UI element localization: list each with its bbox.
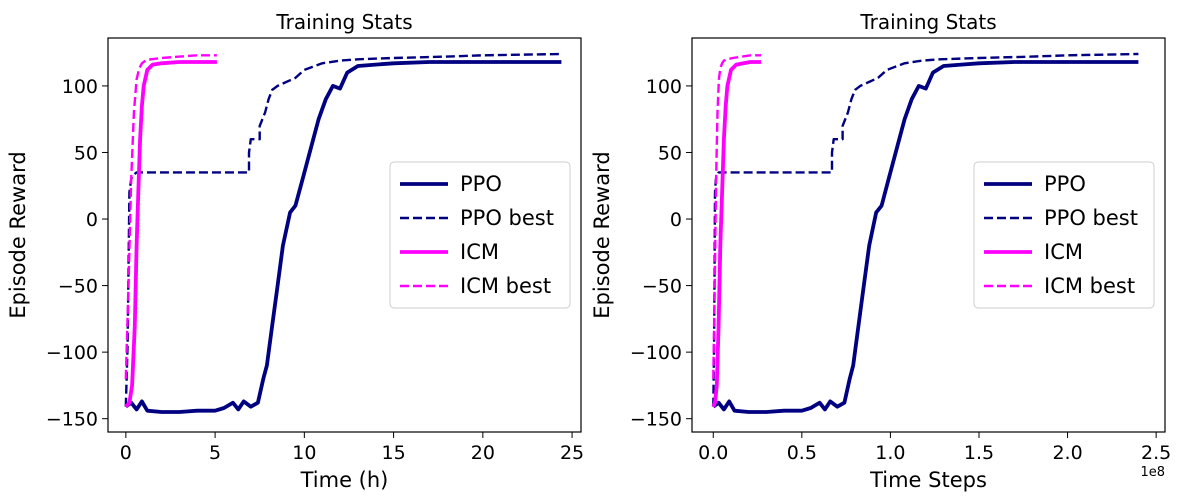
x-axis-label: Time Steps	[869, 468, 987, 492]
y-tick-label: 100	[646, 76, 682, 98]
plot-frame	[107, 37, 582, 433]
series-line-icm	[711, 60, 762, 408]
y-tick-label: −50	[58, 276, 98, 298]
y-tick-label: −150	[630, 409, 682, 431]
series-line-icm-best	[712, 54, 762, 379]
x-tick-label: 15	[381, 442, 405, 464]
legend-label: ICM	[1044, 240, 1083, 264]
y-axis-label: Episode Reward	[6, 151, 30, 318]
x-tick-label: 0.0	[698, 442, 728, 464]
x-tick-label: 1.5	[964, 442, 994, 464]
x-tick-label: 25	[560, 442, 584, 464]
legend-label: ICM best	[1044, 274, 1135, 298]
x-tick-label: 2.0	[1052, 442, 1082, 464]
y-tick-label: 50	[658, 142, 682, 164]
chart-title: Training Stats	[275, 10, 412, 34]
x-tick-label: 2.5	[1141, 442, 1171, 464]
x-tick-label: 20	[471, 442, 495, 464]
y-tick-label: −100	[46, 342, 98, 364]
legend-box	[389, 161, 571, 309]
y-tick-label: 0	[86, 209, 98, 231]
legend-label: PPO best	[1044, 206, 1138, 230]
legend-label: PPO	[1044, 172, 1086, 196]
legend-label: ICM	[460, 240, 499, 264]
y-tick-label: 0	[670, 209, 682, 231]
plot-frame	[691, 37, 1166, 433]
x-tick-label: 1.0	[875, 442, 905, 464]
chart-panel-2: Training Stats 0.0 0.5 1.0 1.5 2.0 2.5 −150 −100…	[590, 10, 1171, 492]
chart-title: Training Stats	[859, 10, 996, 34]
series-line-ppo	[124, 60, 562, 414]
legend-label: PPO	[460, 172, 502, 196]
y-tick-label: 100	[62, 76, 98, 98]
x-offset-label: 1e8	[1140, 465, 1165, 480]
series-line-icm-best	[124, 54, 217, 379]
x-axis-label: Time (h)	[300, 468, 389, 492]
series-line-ppo	[712, 60, 1139, 414]
legend-label: ICM best	[460, 274, 551, 298]
y-tick-label: −150	[46, 409, 98, 431]
legend-label: PPO best	[460, 206, 554, 230]
legend-box	[973, 161, 1155, 309]
y-tick-label: −100	[630, 342, 682, 364]
y-tick-label: 50	[74, 142, 98, 164]
x-tick-label: 10	[292, 442, 316, 464]
series-line-icm	[124, 60, 217, 408]
y-axis-label: Episode Reward	[590, 151, 614, 318]
chart-panel-1: Training Stats 0 5 10 15 20 25 −150 −100 −50 0 50 10…	[6, 10, 584, 492]
x-tick-label: 5	[209, 442, 221, 464]
x-tick-label: 0	[120, 442, 132, 464]
y-tick-label: −50	[642, 276, 682, 298]
x-tick-label: 0.5	[787, 442, 817, 464]
